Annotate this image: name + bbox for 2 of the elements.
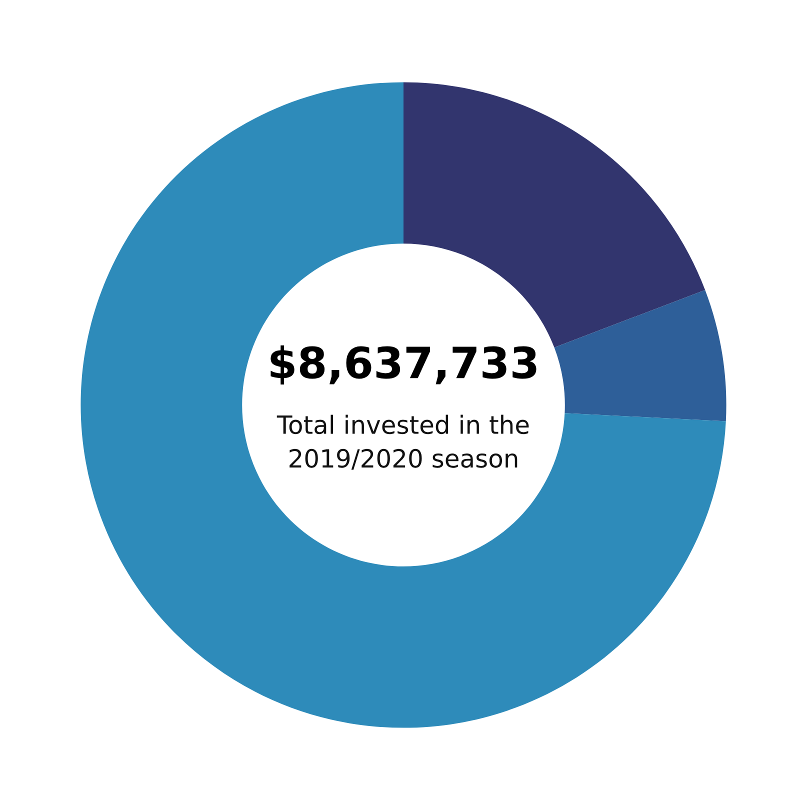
text: Total invested in the 2019/2020 season (276, 414, 529, 470)
text: $8,637,733 (270, 345, 536, 384)
